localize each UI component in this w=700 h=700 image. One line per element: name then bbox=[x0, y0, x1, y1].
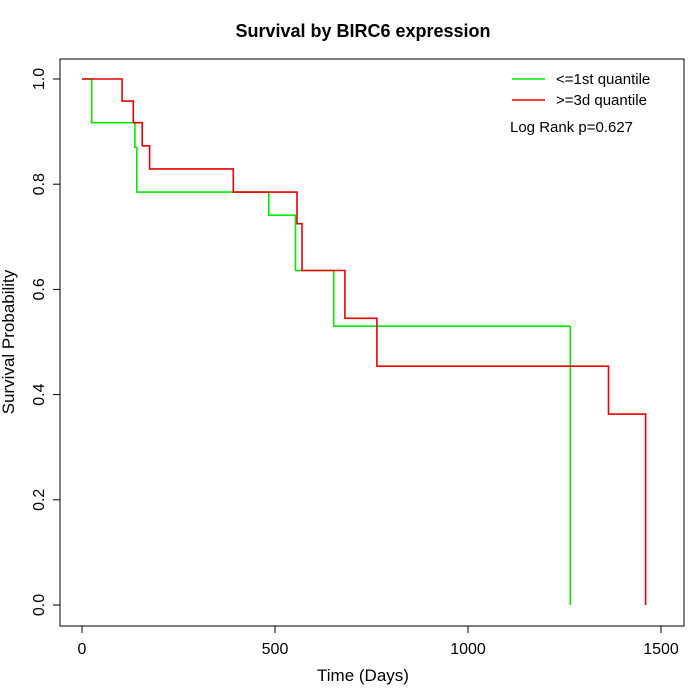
legend: <=1st quantile >=3d quantile Log Rank p=… bbox=[510, 71, 650, 136]
y-tick-label: 0.6 bbox=[31, 278, 48, 300]
x-tick-label: 1000 bbox=[450, 641, 486, 658]
y-tick-label: 0.8 bbox=[31, 173, 48, 195]
chart-title: Survival by BIRC6 expression bbox=[235, 21, 490, 41]
series-layer bbox=[82, 78, 647, 605]
x-axis: 0 500 1000 1500 bbox=[78, 625, 679, 658]
y-tick-label: 0.4 bbox=[31, 383, 48, 405]
x-tick-label: 1500 bbox=[643, 641, 679, 658]
y-axis: 0.0 0.2 0.4 0.6 0.8 1.0 bbox=[31, 68, 61, 616]
y-tick-label: 0.0 bbox=[31, 594, 48, 616]
y-tick-label: 1.0 bbox=[31, 68, 48, 90]
y-axis-label: Survival Probability bbox=[0, 269, 18, 414]
log-rank-annotation: Log Rank p=0.627 bbox=[510, 119, 633, 136]
legend-label-low: <=1st quantile bbox=[556, 71, 650, 88]
x-tick-label: 500 bbox=[262, 641, 289, 658]
legend-label-high: >=3d quantile bbox=[556, 92, 647, 109]
x-axis-label: Time (Days) bbox=[317, 666, 409, 685]
x-tick-label: 0 bbox=[78, 641, 87, 658]
series-line-high-quantile bbox=[82, 78, 647, 605]
y-tick-label: 0.2 bbox=[31, 489, 48, 511]
